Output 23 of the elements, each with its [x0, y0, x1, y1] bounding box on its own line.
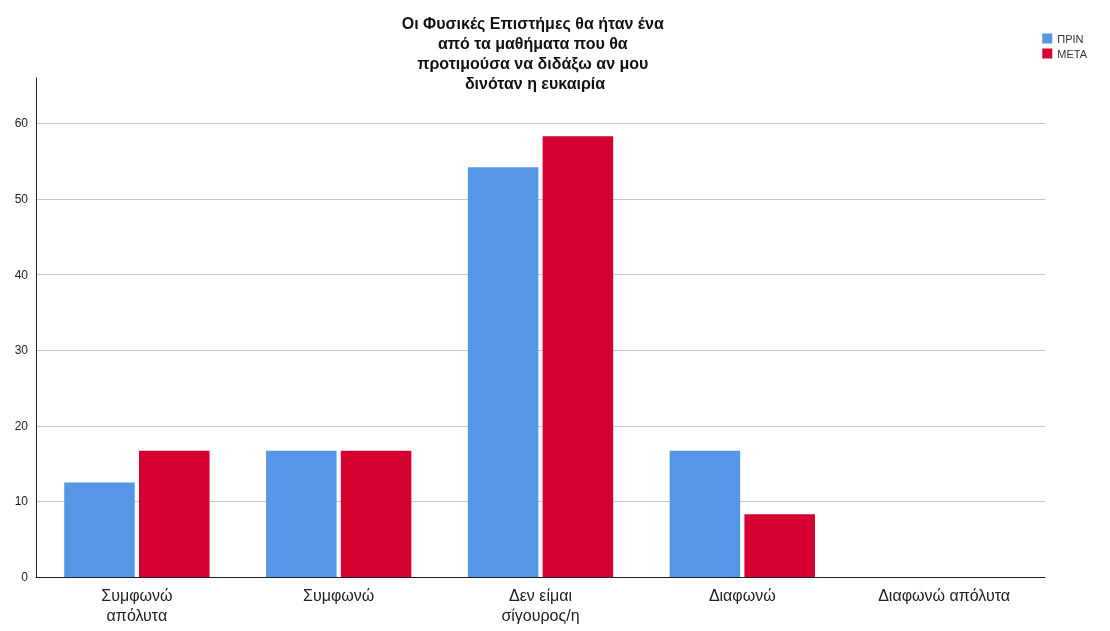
bar — [139, 450, 210, 577]
y-tick-label: 0 — [21, 570, 29, 584]
bar — [266, 450, 337, 577]
x-tick-label: Συμφωνώ — [303, 586, 375, 604]
legend-label: ΠΡΙΝ — [1057, 32, 1084, 45]
x-tick-label: Διαφωνώ — [708, 586, 776, 604]
chart-title: Οι Φυσικές Επιστήμες θα ήταν ένα από τα μαθήματα που θα προτιμούσα να διδάξω αν μου δινόταν η ευκαιρία — [401, 14, 669, 92]
bar — [542, 136, 614, 577]
bar — [467, 167, 539, 577]
y-tick-label: 40 — [14, 267, 29, 282]
bar — [669, 450, 741, 577]
x-tick-label: Διαφωνώ απόλυτα — [878, 586, 1011, 604]
bar — [744, 514, 815, 577]
y-tick-label: 50 — [14, 191, 29, 206]
y-tick-label: 60 — [14, 116, 29, 131]
y-tick-label: 20 — [14, 418, 29, 433]
legend-label: ΜΕΤΑ — [1057, 47, 1088, 60]
y-tick-label: 10 — [14, 494, 29, 509]
bar — [64, 482, 135, 577]
x-tick-label: Συμφωνώ απόλυτα — [101, 586, 173, 624]
bar — [340, 450, 412, 577]
y-tick-label: 30 — [14, 343, 29, 358]
x-tick-label: Δεν είμαι σίγουρος/η — [501, 586, 580, 624]
